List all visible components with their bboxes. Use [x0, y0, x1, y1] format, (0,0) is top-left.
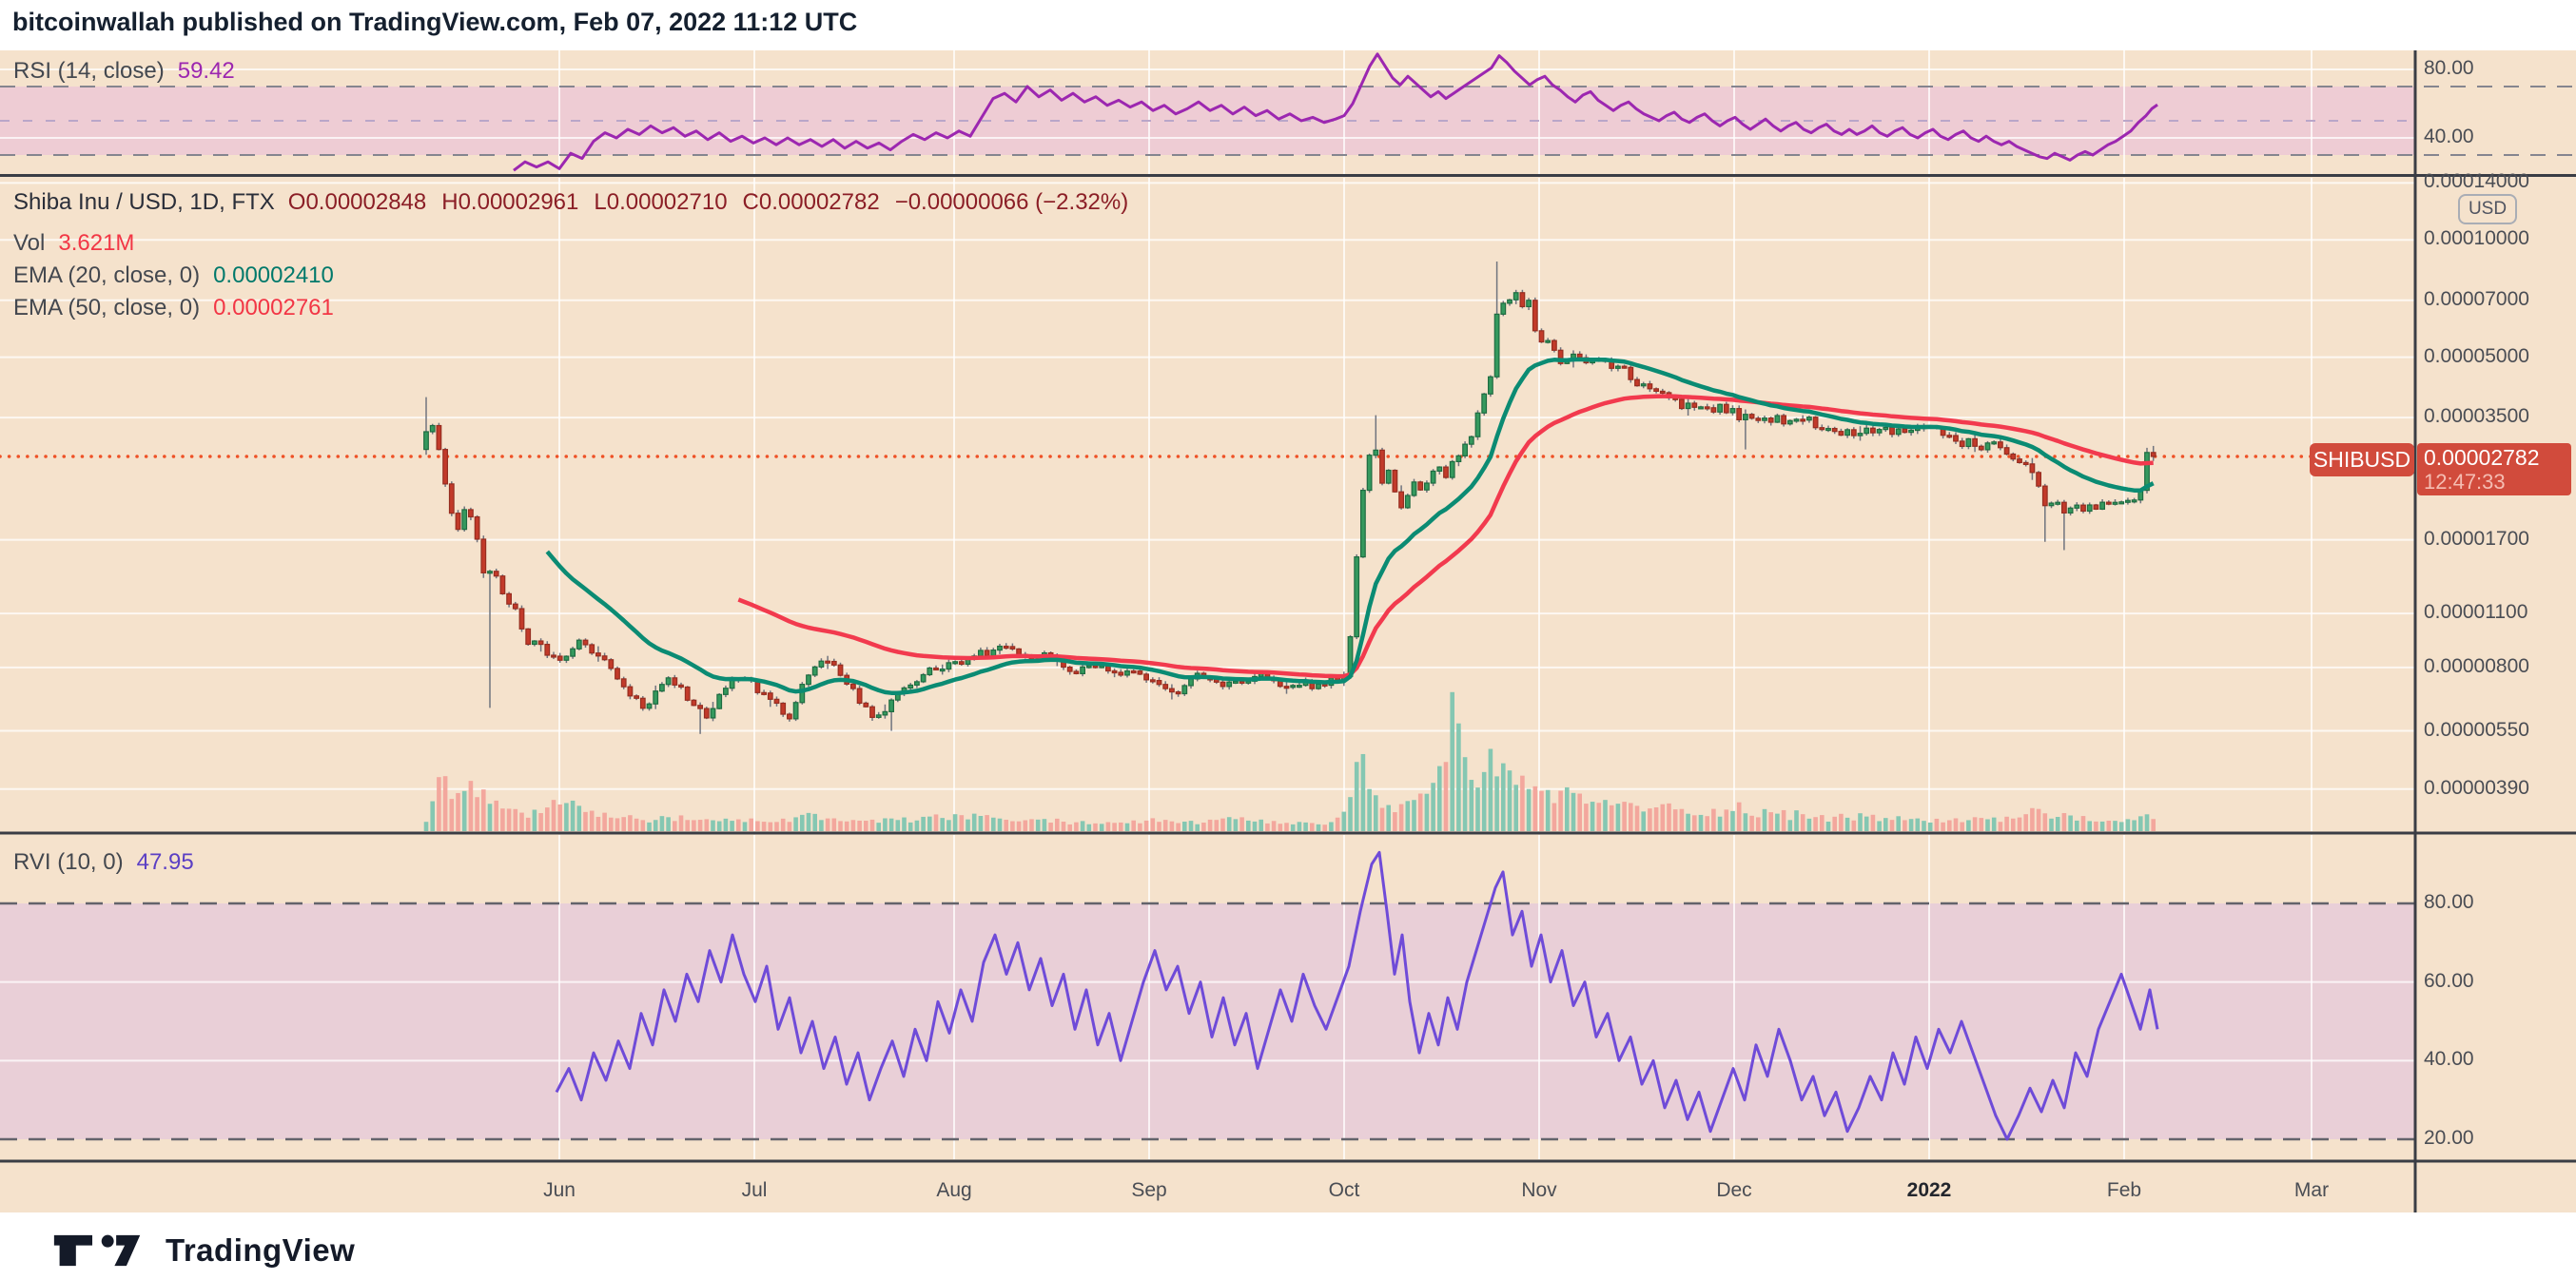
price-chart-canvas[interactable] — [0, 0, 2576, 1280]
chart-stage: bitcoinwallah published on TradingView.c… — [0, 0, 2576, 1280]
